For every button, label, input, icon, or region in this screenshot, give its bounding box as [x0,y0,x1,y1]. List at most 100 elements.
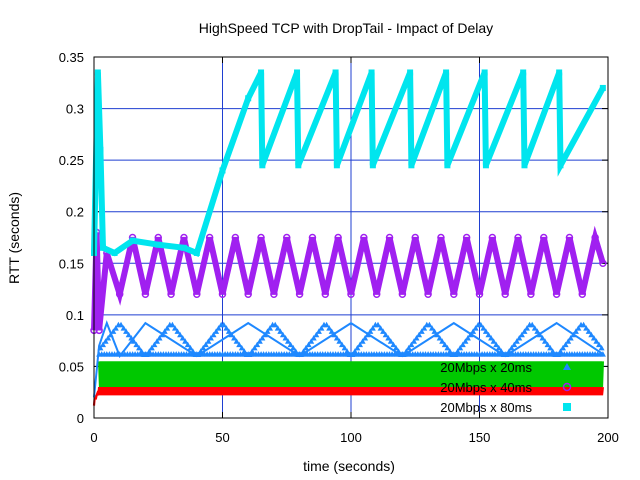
series-trace [91,225,606,331]
series-unlabeled-3 [98,361,604,388]
data-point [267,325,273,331]
data-point [259,335,266,341]
data-point [560,344,566,351]
data-point [128,335,135,341]
data-point [167,290,175,298]
data-point [341,344,348,351]
data-point [315,328,322,334]
x-tick-label: 100 [340,430,362,445]
data-point [323,321,330,328]
data-point [462,338,469,344]
data-point [544,341,551,348]
data-point [552,290,561,298]
data-point [585,328,592,334]
data-point [514,233,522,242]
data-point [213,328,220,334]
data-point [169,321,176,328]
data-point [107,331,114,338]
data-point [521,162,528,169]
data-point [516,335,523,341]
data-point [407,69,414,76]
data-point [390,341,397,348]
data-point [593,338,600,344]
data-point [97,146,104,153]
data-point [565,338,572,344]
data-point [257,233,265,242]
data-point [182,338,189,344]
data-point [95,326,103,335]
data-point [94,69,101,76]
data-point [238,344,245,351]
data-point [180,233,188,242]
data-point [251,344,258,351]
data-point [411,338,417,344]
data-point [437,233,445,242]
data-point [264,328,271,334]
data-point [256,338,263,344]
legend-marker [562,382,572,392]
data-point [360,233,368,242]
data-point [459,341,466,348]
data-point [443,69,450,76]
data-point [457,344,464,351]
data-point [155,241,162,248]
data-point [590,335,597,341]
data-point [136,344,142,351]
data-point [470,328,477,334]
data-point [382,331,389,338]
data-point [527,290,535,298]
data-point [372,290,381,298]
data-point [272,321,279,328]
data-point [123,328,130,334]
data-point [482,162,489,169]
legend-marker [563,363,571,370]
y-axis-label: RTT (seconds) [6,192,22,284]
data-point [193,249,200,256]
data-point [282,335,289,341]
data-point [444,162,451,169]
data-point [578,290,587,298]
data-point [245,95,252,102]
data-point [359,338,366,344]
data-point [130,338,137,344]
data-point [557,162,564,169]
data-point [405,344,412,351]
plot-frame [93,56,609,419]
data-point [133,341,140,348]
data-point [100,341,106,348]
data-point [567,335,574,341]
data-point [154,338,160,344]
data-point [362,335,369,341]
series-unlabeled-4 [92,386,604,406]
y-tick-label: 0.15 [59,256,84,271]
data-point [220,321,227,328]
data-point [580,321,587,328]
x-tick-label: 50 [215,430,229,445]
data-point [368,69,375,76]
data-point [591,233,599,242]
data-point [411,233,419,242]
data-point [305,341,312,348]
data-point [596,341,602,348]
x-tick-label: 150 [469,430,491,445]
data-point [259,162,266,169]
data-point [202,341,209,348]
data-point [180,244,187,251]
data-point [508,344,515,351]
data-point [583,325,590,331]
data-point [575,325,582,331]
data-point [326,325,333,331]
data-point [331,331,338,338]
data-point [588,331,595,338]
data-point [385,335,392,341]
data-point [524,325,530,331]
data-point [495,344,502,351]
data-point [218,290,227,298]
data-point [364,331,371,338]
series-20mbps-x-20ms [93,320,606,398]
data-point [377,325,384,331]
chart-title: HighSpeed TCP with DropTail - Impact of … [199,20,493,36]
data-point [118,321,124,328]
data-point [207,335,214,341]
